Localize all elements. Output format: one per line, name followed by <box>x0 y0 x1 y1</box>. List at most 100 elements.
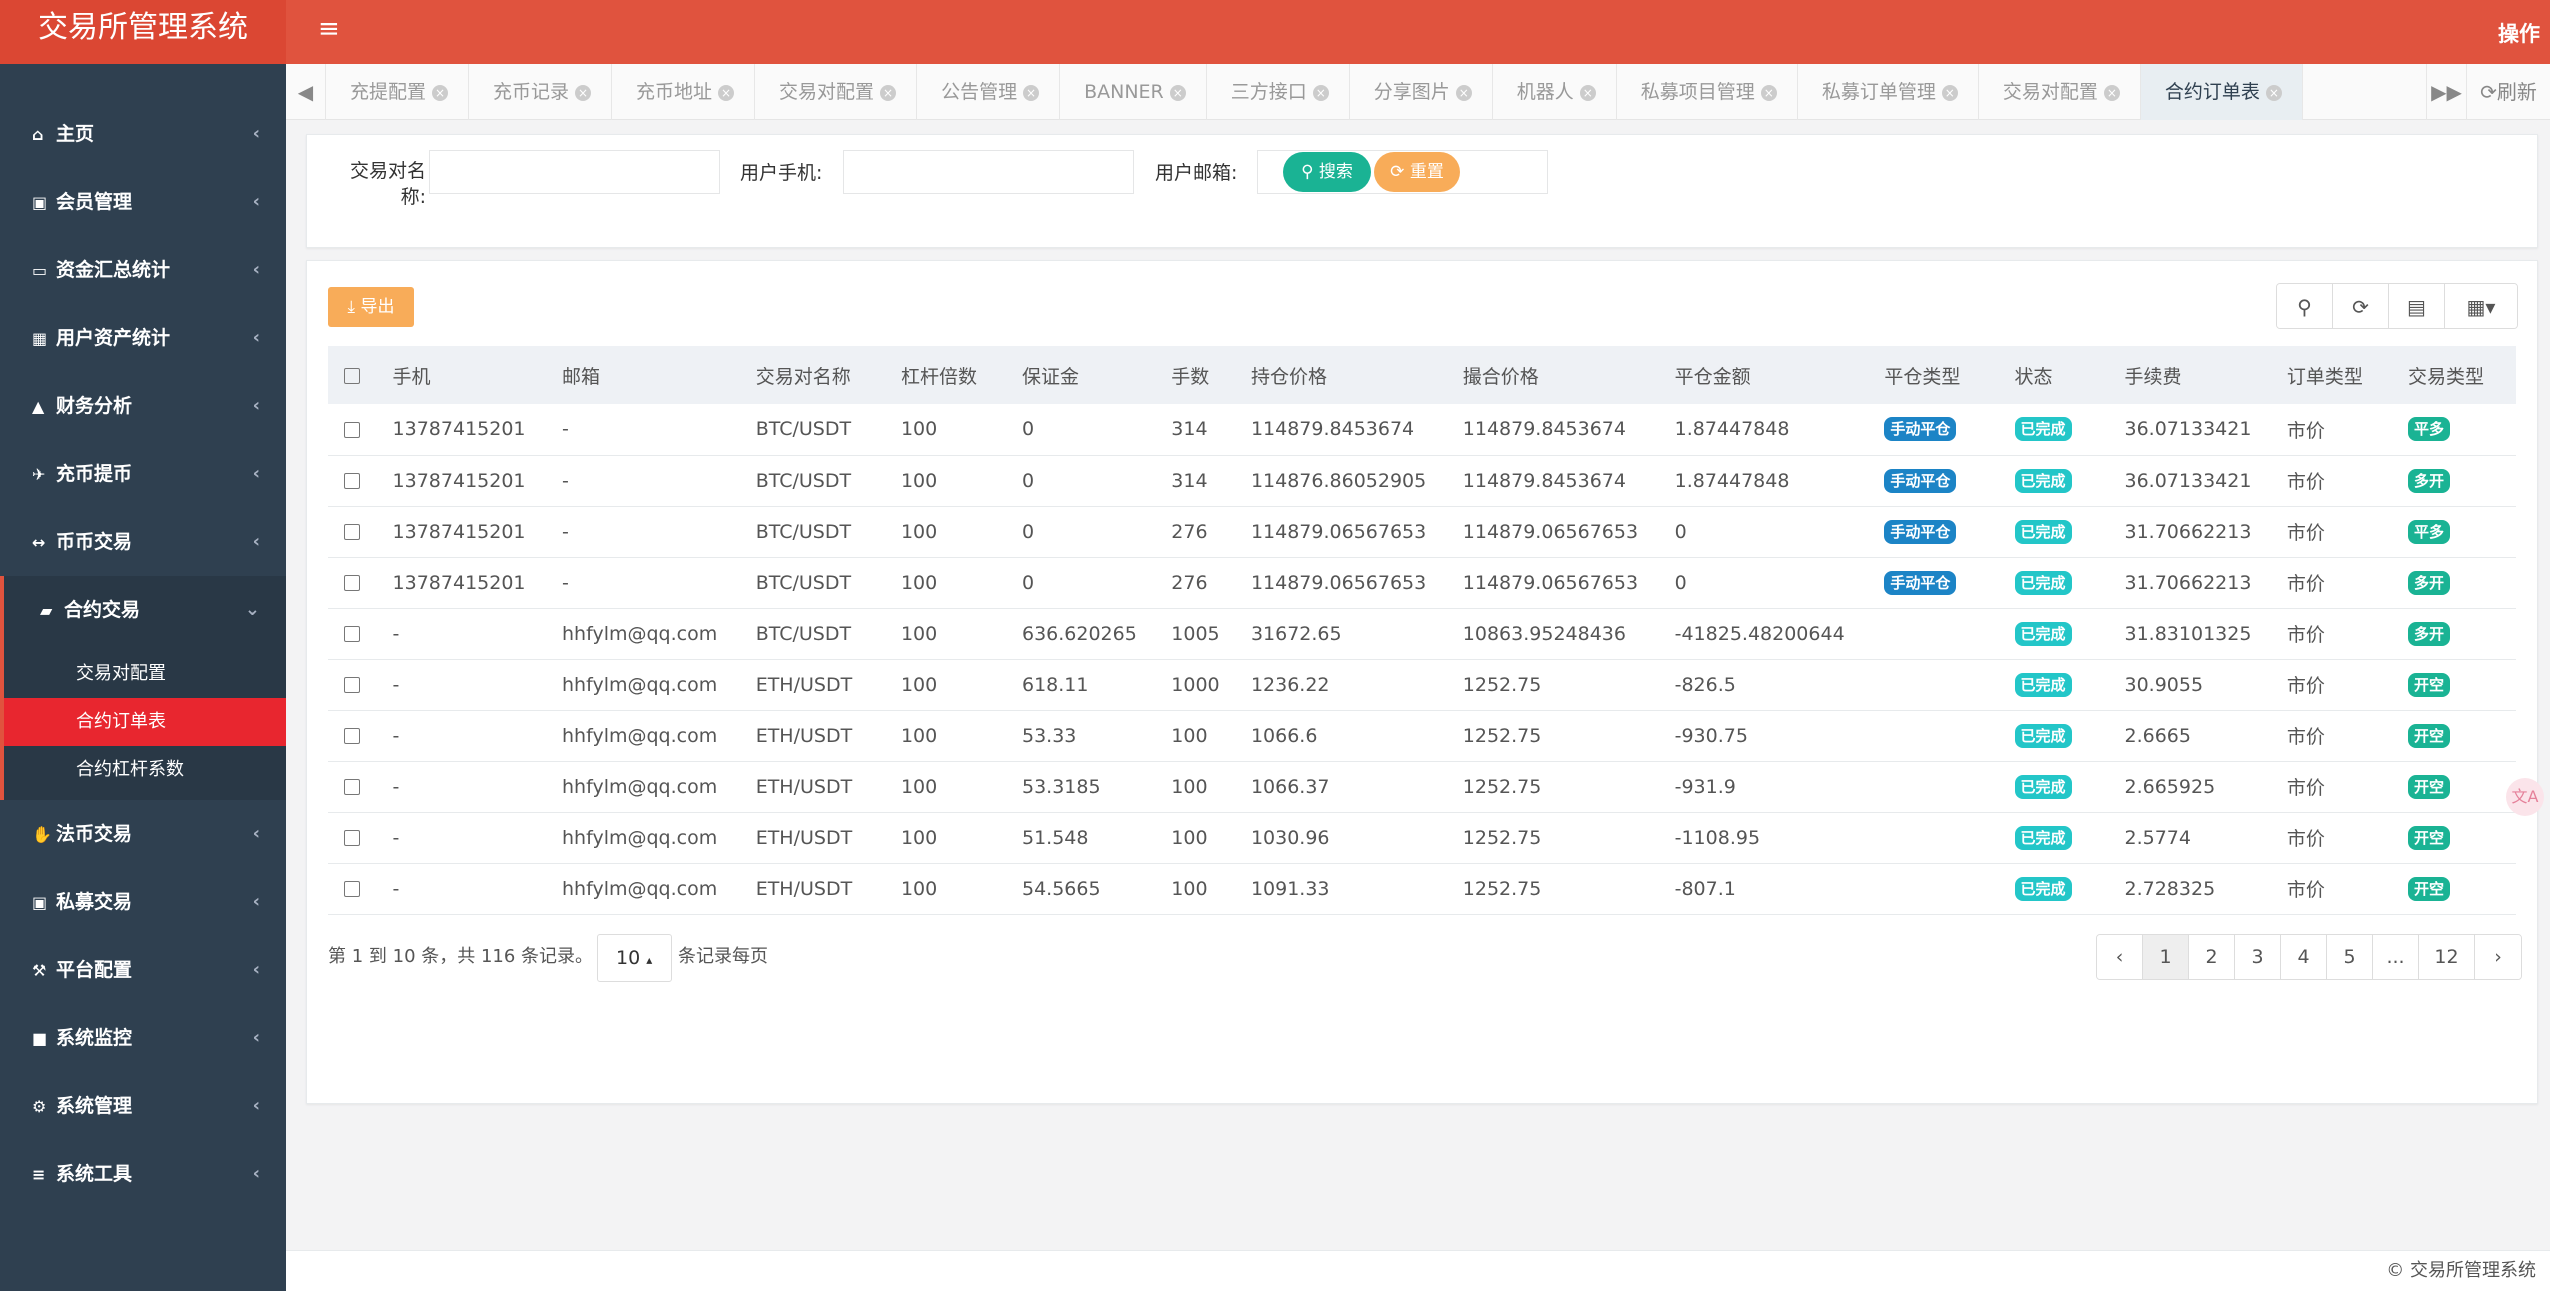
table-search-icon[interactable]: ⚲ <box>2277 284 2333 328</box>
sidebar-item-11[interactable]: ■ 系统监控 ‹ <box>0 1004 286 1072</box>
row-checkbox[interactable] <box>344 881 360 897</box>
tab-7[interactable]: 分享图片 × <box>1350 64 1493 120</box>
sidebar-item-5[interactable]: ✈ 充币提币 ‹ <box>0 440 286 508</box>
close-icon[interactable]: × <box>432 85 449 101</box>
tab-9[interactable]: 私募项目管理 × <box>1617 64 1798 120</box>
column-header[interactable]: 平仓金额 <box>1674 346 1885 404</box>
column-header[interactable]: 交易类型 <box>2407 346 2516 404</box>
close-icon[interactable]: × <box>1312 85 1329 101</box>
row-checkbox[interactable] <box>344 524 360 540</box>
user-phone-input[interactable] <box>843 150 1134 194</box>
translate-icon[interactable]: 文A <box>2506 778 2544 816</box>
sidebar-item-12[interactable]: ⚙ 系统管理 ‹ <box>0 1072 286 1140</box>
column-header[interactable]: 平仓类型 <box>1884 346 2015 404</box>
tab-11[interactable]: 交易对配置 × <box>1979 64 2141 120</box>
table-row[interactable]: 13787415201- BTC/USDT 100 0 276 114879.065676… <box>328 506 2516 558</box>
column-header[interactable]: 交易对名称 <box>755 346 901 404</box>
close-icon[interactable]: × <box>880 85 897 101</box>
tab-3[interactable]: 交易对配置 × <box>755 64 918 120</box>
search-button[interactable]: ⚲ 搜索 <box>1283 152 1371 192</box>
close-icon[interactable]: × <box>1941 85 1958 101</box>
page-prev-button[interactable]: ‹ <box>2097 935 2143 979</box>
row-checkbox[interactable] <box>344 830 360 846</box>
tab-10[interactable]: 私募订单管理 × <box>1798 64 1979 120</box>
table-row[interactable]: - hhfylm@qq.com BTC/USDT 100 636.620265 1005 3… <box>328 608 2516 660</box>
page-button[interactable]: 12 <box>2419 935 2475 979</box>
sidebar-item-3[interactable]: ▦ 用户资产统计 ‹ <box>0 304 286 372</box>
column-header[interactable]: 手机 <box>392 346 563 404</box>
tab-8[interactable]: 机器人 × <box>1493 64 1617 120</box>
sidebar-item-9[interactable]: ▣ 私募交易 ‹ <box>0 868 286 936</box>
operation-menu[interactable]: 操作 <box>2498 22 2540 46</box>
table-row[interactable]: - hhfylm@qq.com ETH/USDT 100 53.3185 100 1066.… <box>328 761 2516 813</box>
column-header[interactable]: 邮箱 <box>562 346 756 404</box>
refresh-tab-button[interactable]: ⟳刷新 <box>2466 64 2550 120</box>
row-checkbox[interactable] <box>344 728 360 744</box>
row-checkbox[interactable] <box>344 473 360 489</box>
close-icon[interactable]: × <box>718 85 735 101</box>
tab-6[interactable]: 三方接口 × <box>1207 64 1350 120</box>
sidebar-item-7[interactable]: ▰ 合约交易 ⌄ <box>0 576 286 644</box>
column-header[interactable]: 手数 <box>1171 346 1251 404</box>
close-icon[interactable]: × <box>1023 85 1040 101</box>
table-row[interactable]: - hhfylm@qq.com ETH/USDT 100 618.11 1000 1236.… <box>328 659 2516 711</box>
table-refresh-icon[interactable]: ⟳ <box>2333 284 2389 328</box>
page-next-button[interactable]: › <box>2475 935 2521 979</box>
close-icon[interactable]: × <box>575 85 592 101</box>
tab-2[interactable]: 充币地址 × <box>612 64 756 120</box>
page-button[interactable]: ... <box>2373 935 2419 979</box>
select-all-checkbox[interactable] <box>344 367 360 384</box>
tab-0[interactable]: 充提配置 × <box>326 64 470 120</box>
row-checkbox[interactable] <box>344 626 360 642</box>
column-header[interactable]: 杠杆倍数 <box>900 346 1022 404</box>
table-row[interactable]: - hhfylm@qq.com ETH/USDT 100 54.5665 100 1091.… <box>328 863 2516 915</box>
close-icon[interactable]: × <box>1169 85 1186 101</box>
sidebar-item-8[interactable]: ✋ 法币交易 ‹ <box>0 800 286 868</box>
page-button[interactable]: 5 <box>2327 935 2373 979</box>
sidebar-item-13[interactable]: ≡ 系统工具 ‹ <box>0 1140 286 1208</box>
column-header[interactable]: 状态 <box>2014 346 2125 404</box>
row-checkbox[interactable] <box>344 779 360 795</box>
table-row[interactable]: 13787415201- BTC/USDT 100 0 314 114876.860529… <box>328 455 2516 507</box>
row-checkbox[interactable] <box>344 421 360 438</box>
table-row[interactable]: 13787415201- BTC/USDT 100 0 314 114879.845367… <box>328 404 2516 456</box>
close-icon[interactable]: × <box>2103 85 2120 101</box>
tab-1[interactable]: 充币记录 × <box>469 64 613 120</box>
table-row[interactable]: 13787415201- BTC/USDT 100 0 276 114879.065676… <box>328 557 2516 609</box>
tab-scroll-left-icon[interactable]: ◀ <box>286 64 326 120</box>
menu-toggle-icon[interactable]: ≡ <box>318 14 340 44</box>
sidebar-subitem-2[interactable]: 合约杠杆系数 <box>76 759 184 780</box>
row-checkbox[interactable] <box>344 677 360 693</box>
pair-name-input[interactable] <box>429 150 720 194</box>
close-icon[interactable]: × <box>2265 85 2282 101</box>
table-toggle-view-icon[interactable]: ▤ <box>2389 284 2445 328</box>
column-header[interactable]: 撮合价格 <box>1462 346 1675 404</box>
export-button[interactable]: ⤓ 导出 <box>328 287 414 327</box>
sidebar-item-6[interactable]: ↔ 币币交易 ‹ <box>0 508 286 576</box>
tab-scroll-right-icon[interactable]: ▶▶ <box>2426 64 2466 120</box>
column-header[interactable]: 订单类型 <box>2286 346 2408 404</box>
close-icon[interactable]: × <box>1455 85 1472 101</box>
tab-12[interactable]: 合约订单表 × <box>2140 64 2303 120</box>
close-icon[interactable]: × <box>1760 85 1777 101</box>
sidebar-item-4[interactable]: ▲ 财务分析 ‹ <box>0 372 286 440</box>
page-button[interactable]: 3 <box>2235 935 2281 979</box>
table-row[interactable]: - hhfylm@qq.com ETH/USDT 100 51.548 100 1030.9… <box>328 812 2516 864</box>
sidebar-subitem-0[interactable]: 交易对配置 <box>76 663 166 684</box>
sidebar-item-10[interactable]: ⚒ 平台配置 ‹ <box>0 936 286 1004</box>
tab-5[interactable]: BANNER × <box>1060 64 1207 120</box>
page-button[interactable]: 4 <box>2281 935 2327 979</box>
column-header[interactable]: 手续费 <box>2124 346 2287 404</box>
sidebar-item-1[interactable]: ▣ 会员管理 ‹ <box>0 168 286 236</box>
sidebar-item-0[interactable]: ⌂ 主页 ‹ <box>0 100 286 168</box>
column-chooser-icon[interactable]: ▦▾ <box>2445 284 2517 328</box>
column-header[interactable]: 保证金 <box>1021 346 1172 404</box>
close-icon[interactable]: × <box>1579 85 1596 101</box>
table-row[interactable]: - hhfylm@qq.com ETH/USDT 100 53.33 100 1066.6 1… <box>328 710 2516 762</box>
page-button[interactable]: 2 <box>2189 935 2235 979</box>
row-checkbox[interactable] <box>344 575 360 591</box>
sidebar-subitem-1[interactable]: 合约订单表 <box>4 698 286 746</box>
column-header[interactable]: 持仓价格 <box>1250 346 1463 404</box>
page-size-select[interactable]: 10 ▴ <box>597 934 672 982</box>
sidebar-item-2[interactable]: ▭ 资金汇总统计 ‹ <box>0 236 286 304</box>
